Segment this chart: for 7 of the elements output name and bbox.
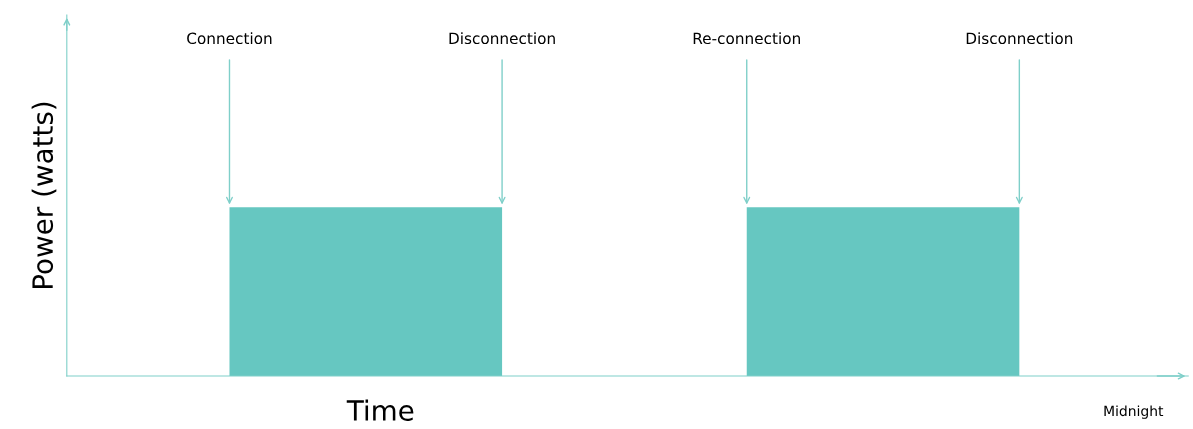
text: Disconnection [966,32,1073,45]
y-axis-title: Power (watts) [31,102,57,289]
text: Disconnection [449,32,555,45]
text: Connection [187,32,272,45]
text: Midnight [1104,405,1164,419]
text: Re-connection [693,32,800,45]
x-axis-title: Time [346,399,414,421]
